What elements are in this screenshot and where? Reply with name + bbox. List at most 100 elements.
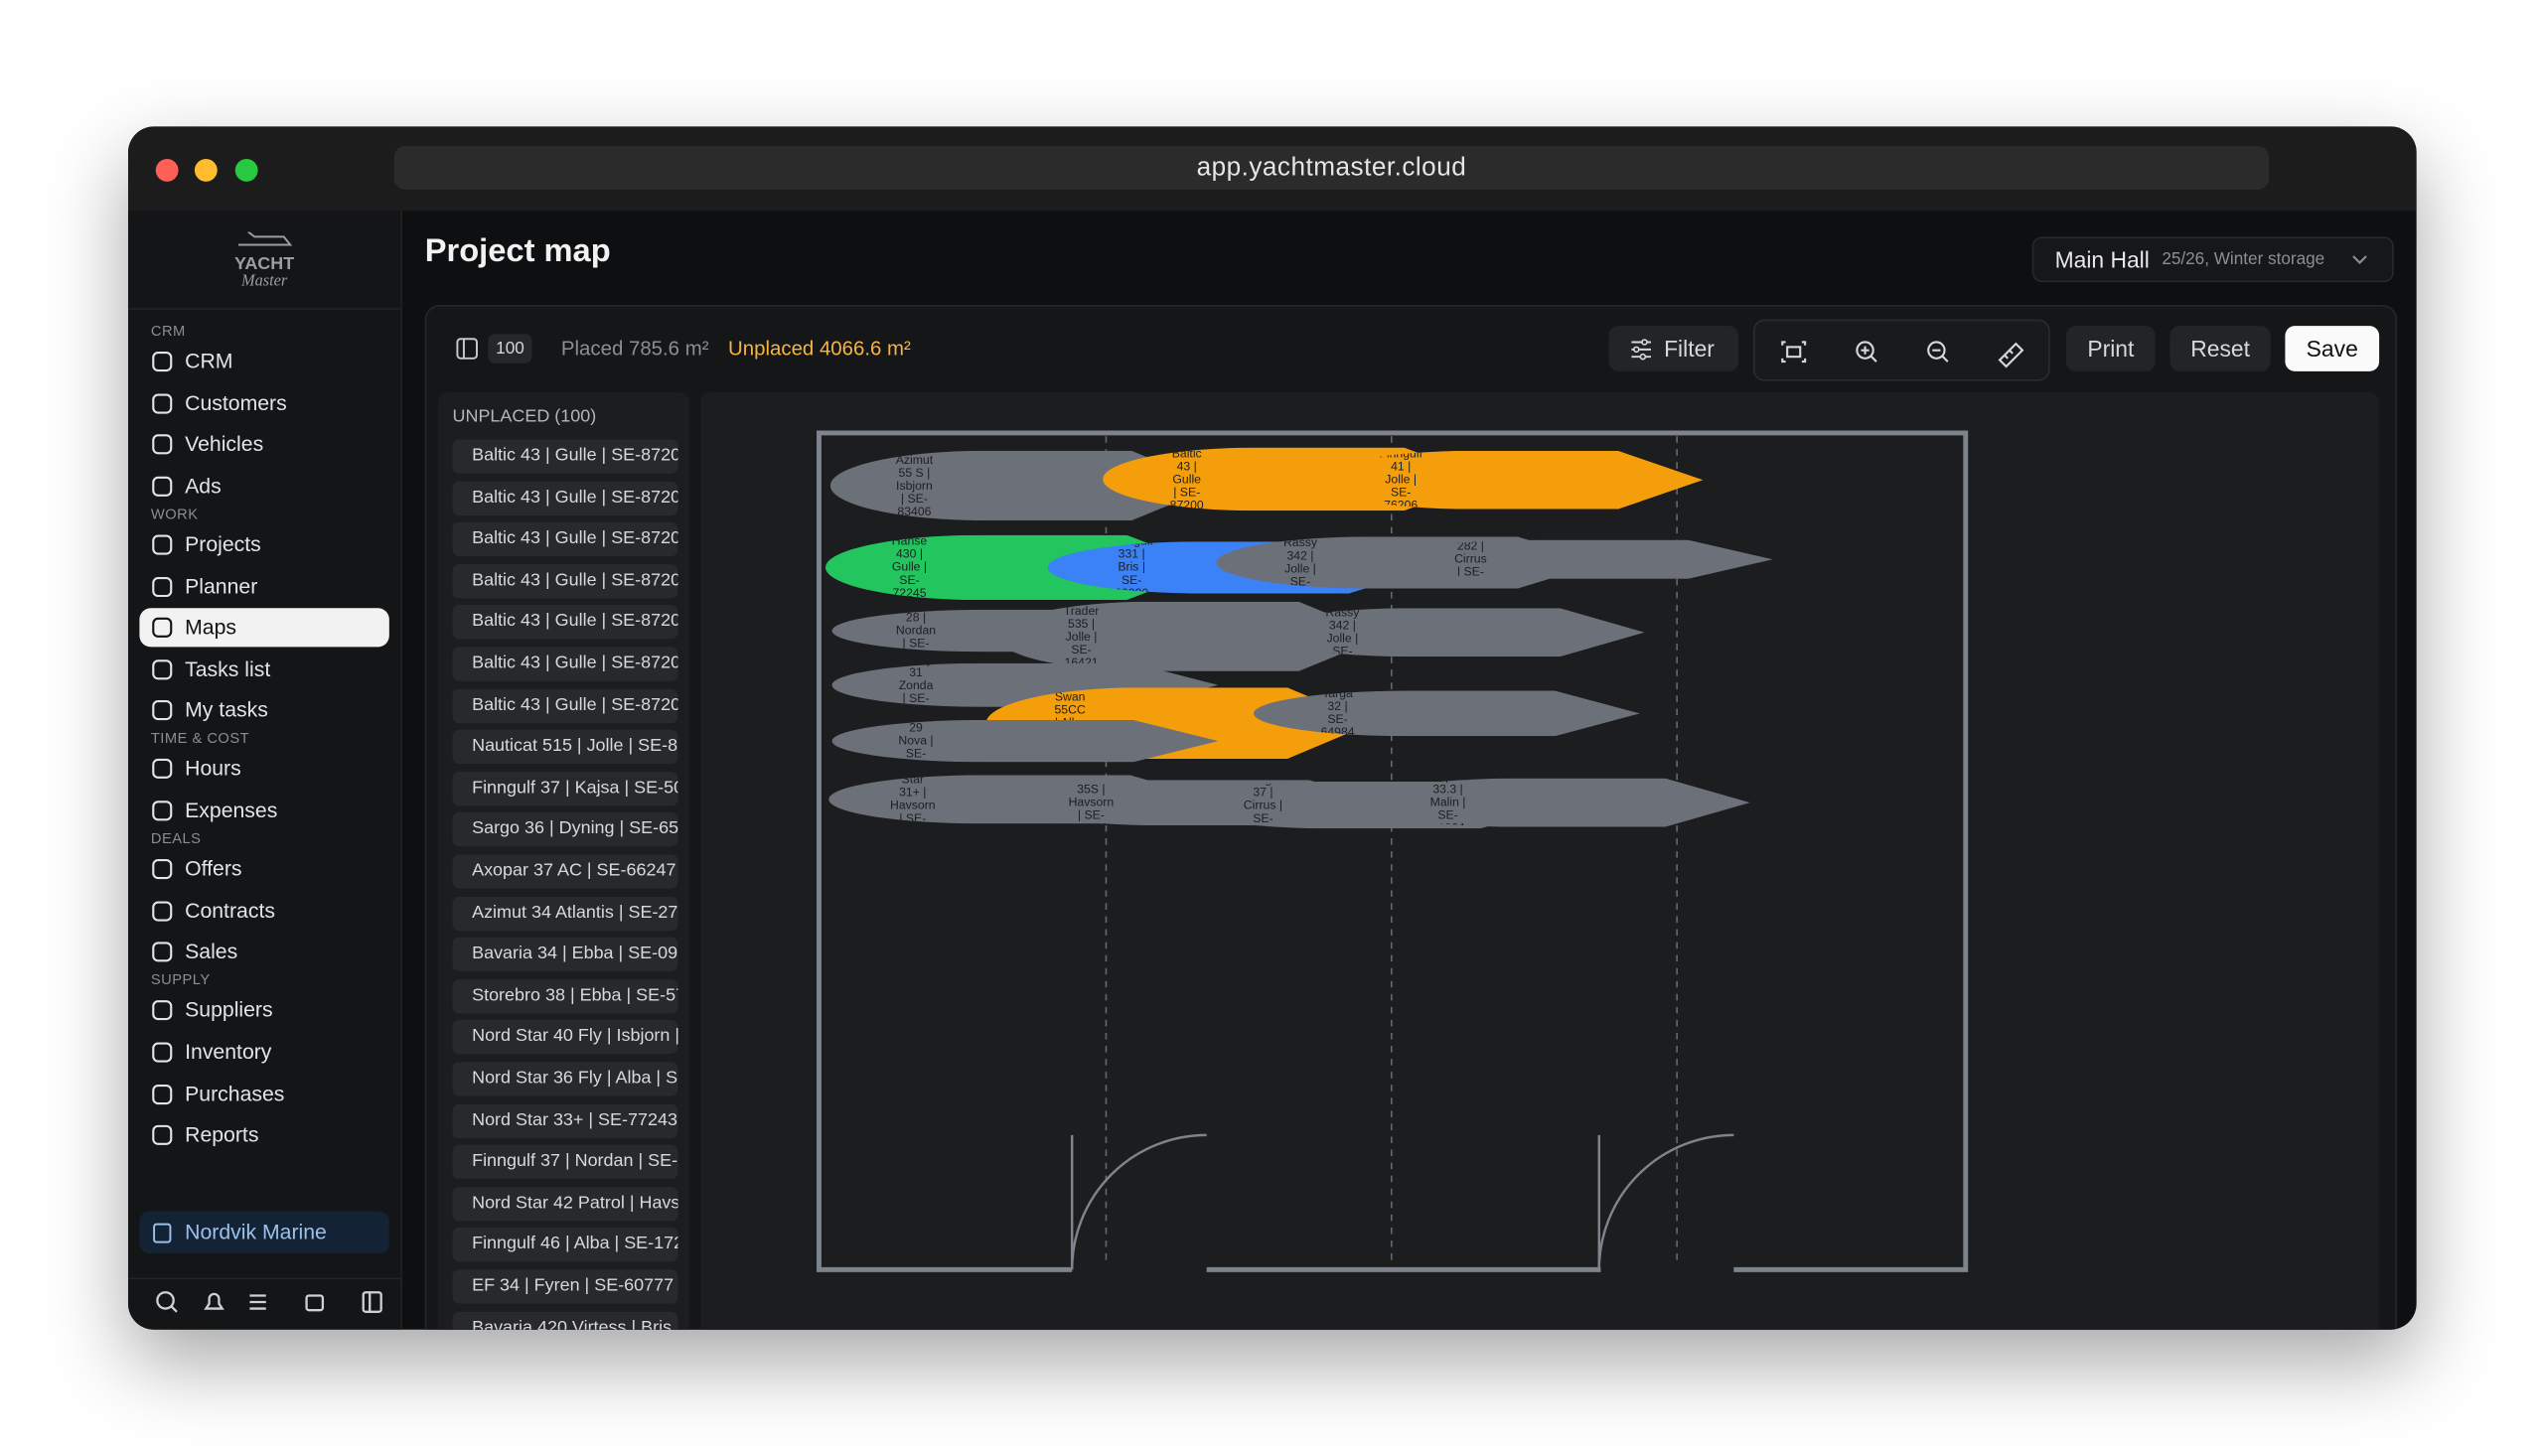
- nav-label: Hours: [185, 756, 241, 781]
- unplaced-item[interactable]: Nord Star 33+ | SE-77243: [452, 1103, 678, 1138]
- sidebar-toggle-icon[interactable]: [456, 338, 479, 361]
- nav-item[interactable]: Hours: [139, 750, 388, 789]
- boat[interactable]: Finngulf 41 | Jolle | SE-76206: [1316, 450, 1704, 510]
- logo-icon: [237, 230, 293, 246]
- boat[interactable]: Mako 282 | Cirrus | SE-67529: [1386, 539, 1773, 579]
- placed-area: Placed 785.6 m²: [560, 337, 709, 361]
- nav-item[interactable]: CRM: [139, 342, 388, 380]
- unplaced-item[interactable]: Finngulf 37 | Kajsa | SE-50: [452, 771, 678, 806]
- nav-item[interactable]: Vehicles: [139, 425, 388, 464]
- unplaced-item[interactable]: Axopar 37 AC | SE-66247: [452, 854, 678, 889]
- boat[interactable]: Hallberg-Rassy 342 | Jolle | SE-30819: [1258, 608, 1645, 657]
- unplaced-item[interactable]: Baltic 43 | Gulle | SE-8720: [452, 481, 678, 515]
- divider: [127, 308, 401, 310]
- url-bar[interactable]: app.yachtmaster.cloud: [393, 145, 2270, 191]
- unplaced-item[interactable]: Bavaria 420 Virtess | Bris |: [452, 1311, 678, 1330]
- nav-item[interactable]: Projects: [139, 525, 388, 564]
- nav-icon: [152, 1042, 173, 1063]
- logo[interactable]: YACHT Master: [128, 227, 400, 290]
- nav-label: Vehicles: [185, 431, 264, 457]
- map-panel: 100 Placed 785.6 m² Unplaced 4066.6 m² F…: [424, 304, 2398, 1330]
- nav-icon: [152, 392, 173, 413]
- nav-label: Projects: [185, 531, 261, 556]
- nav-label: Maps: [185, 614, 237, 640]
- nav-item[interactable]: Inventory: [139, 1033, 388, 1072]
- nav-item[interactable]: Customers: [139, 383, 388, 422]
- nav-item[interactable]: Ads: [139, 467, 388, 506]
- hall-selector[interactable]: Main Hall 25/26, Winter storage: [2031, 236, 2394, 283]
- reset-button[interactable]: Reset: [2169, 326, 2271, 371]
- divider: [127, 1277, 401, 1280]
- minimize-button[interactable]: [194, 158, 218, 182]
- unplaced-title: UNPLACED (100): [452, 406, 597, 427]
- unplaced-item[interactable]: Sargo 36 | Dyning | SE-652: [452, 812, 678, 847]
- nav-icon: [152, 617, 173, 639]
- unplaced-item[interactable]: Baltic 43 | Gulle | SE-8720: [452, 688, 678, 723]
- nav-icon: [152, 859, 173, 880]
- nav-icon: [152, 801, 173, 821]
- nav-item[interactable]: Offers: [139, 850, 388, 889]
- unplaced-item[interactable]: Baltic 43 | Gulle | SE-8720: [452, 563, 678, 599]
- workspace-switcher[interactable]: Nordvik Marine: [139, 1211, 389, 1254]
- nav-label: Inventory: [185, 1039, 272, 1065]
- nav-label: Ads: [185, 473, 222, 498]
- map-canvas: Azimut 55 S | Isbjorn | SE-83406 Baltic 4…: [700, 392, 2380, 1330]
- filter-button[interactable]: Filter: [1608, 326, 1739, 371]
- nav-item[interactable]: Tasks list: [139, 650, 388, 688]
- unplaced-item[interactable]: Azimut 34 Atlantis | SE-27: [452, 896, 678, 931]
- nav-label: Expenses: [185, 798, 278, 822]
- section-label: CRM: [150, 322, 186, 340]
- unplaced-item[interactable]: Nord Star 40 Fly | Isbjorn |: [452, 1020, 678, 1055]
- unplaced-item[interactable]: Nord Star 36 Fly | Alba | SE: [452, 1062, 678, 1096]
- filter-label: Filter: [1664, 335, 1715, 363]
- chevron-down: [2352, 255, 2367, 264]
- nav-icon: [152, 700, 173, 721]
- unplaced-item[interactable]: Baltic 43 | Gulle | SE-8720: [452, 605, 678, 640]
- nav-icon: [152, 576, 173, 597]
- nav-icon: [152, 476, 173, 497]
- nav-item[interactable]: Purchases: [139, 1075, 388, 1113]
- nav-icon: [152, 1000, 173, 1021]
- boat[interactable]: Delphia 33.3 | Malin | SE-86064: [1364, 778, 1750, 827]
- nav-item[interactable]: Suppliers: [139, 991, 388, 1030]
- close-button[interactable]: [155, 158, 179, 182]
- sidebar-footer-icons[interactable]: [151, 1287, 394, 1316]
- hall-outline: [817, 430, 1969, 1272]
- zoom-icons[interactable]: [1755, 321, 2049, 379]
- boat[interactable]: Nimbus 29 Nova | SE-30137: [831, 719, 1219, 763]
- nav-item[interactable]: Expenses: [139, 792, 388, 830]
- unplaced-item[interactable]: EF 34 | Fyren | SE-60777: [452, 1269, 678, 1304]
- maximize-button[interactable]: [234, 158, 258, 182]
- unplaced-item[interactable]: Baltic 43 | Gulle | SE-8720: [452, 439, 678, 474]
- nav-item[interactable]: Reports: [139, 1116, 388, 1155]
- nav-label: Contracts: [185, 897, 275, 923]
- nav-label: Sales: [185, 939, 238, 964]
- unplaced-item[interactable]: Storebro 38 | Ebba | SE-57: [452, 978, 678, 1014]
- nav-icon: [152, 434, 173, 455]
- nav-label: My tasks: [185, 697, 268, 723]
- nav-label: CRM: [185, 349, 233, 373]
- count-badge: 100: [488, 334, 532, 364]
- nav-icon: [152, 900, 173, 922]
- nav-item[interactable]: Contracts: [139, 891, 388, 930]
- unplaced-list: UNPLACED (100) Baltic 43 | Gulle | SE-87…: [437, 392, 689, 1330]
- unplaced-item[interactable]: Bavaria 34 | Ebba | SE-095: [452, 937, 678, 972]
- save-button[interactable]: Save: [2285, 326, 2380, 371]
- nav-item[interactable]: Sales: [139, 933, 388, 971]
- print-button[interactable]: Print: [2065, 326, 2156, 371]
- nav-item[interactable]: My tasks: [139, 691, 388, 730]
- unplaced-item[interactable]: Nauticat 515 | Jolle | SE-8: [452, 729, 678, 765]
- unplaced-item[interactable]: Nord Star 42 Patrol | Havs: [452, 1186, 678, 1222]
- sidebar: YACHT Master Nordvik Marine CRM CRM Custom…: [127, 211, 402, 1330]
- nav-item[interactable]: Maps: [139, 608, 389, 648]
- section-label: WORK: [150, 506, 199, 522]
- unplaced-item[interactable]: Baltic 43 | Gulle | SE-8720: [452, 647, 678, 681]
- unplaced-item[interactable]: Baltic 43 | Gulle | SE-8720: [452, 522, 678, 557]
- boat[interactable]: Targa 32 | SE-64984: [1254, 690, 1640, 737]
- nav-icon: [152, 942, 173, 962]
- unplaced-item[interactable]: Finngulf 37 | Nordan | SE-(: [452, 1144, 678, 1180]
- nav-item[interactable]: Planner: [139, 567, 388, 606]
- unplaced-item[interactable]: Finngulf 46 | Alba | SE-172: [452, 1228, 678, 1262]
